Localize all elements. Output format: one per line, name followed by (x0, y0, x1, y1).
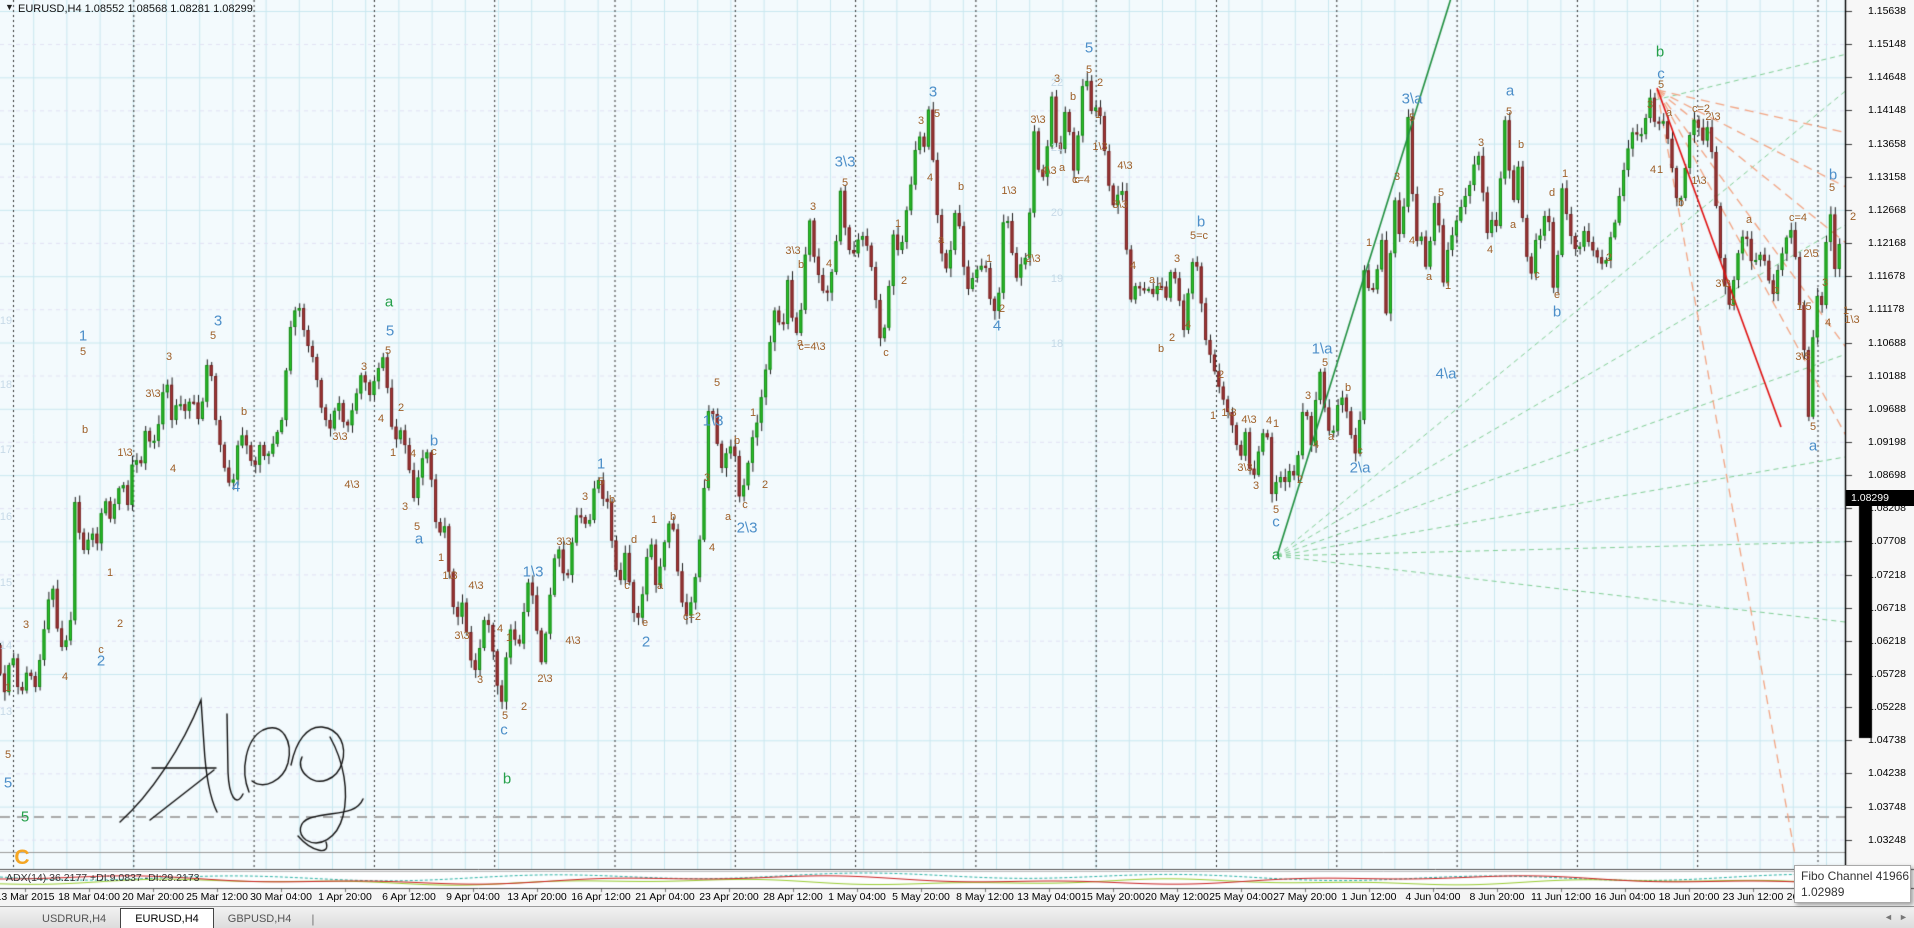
time-axis-label: 9 Apr 04:00 (446, 891, 500, 903)
price-axis-label: 1.08698 (1868, 469, 1906, 482)
time-axis-label: 30 Mar 04:00 (250, 891, 312, 903)
price-axis-label: 1.12668 (1868, 203, 1906, 216)
time-axis-label: 20 Mar 20:00 (122, 891, 184, 903)
price-axis-label: 1.04738 (1868, 734, 1906, 747)
price-axis-label: 1.03248 (1868, 833, 1906, 846)
price-axis-label: 1.07218 (1868, 568, 1906, 581)
price-axis-label: 1.12168 (1868, 237, 1906, 250)
price-axis-label: 1.15148 (1868, 38, 1906, 51)
price-axis-label: 1.10188 (1868, 369, 1906, 382)
price-axis-label: 1.07708 (1868, 535, 1906, 548)
price-axis-label: 1.15638 (1868, 5, 1906, 17)
time-axis-label: 25 Mar 12:00 (186, 891, 248, 903)
time-axis-label: 18 Jun 20:00 (1658, 891, 1720, 903)
price-axis-label: 1.09198 (1868, 435, 1906, 448)
time-axis-label: 21 Apr 04:00 (635, 891, 695, 903)
price-axis-label: 1.11178 (1868, 303, 1905, 316)
tab-usdrur-h4[interactable]: USDRUR,H4 (42, 913, 107, 925)
tooltip-object-name: Fibo Channel 41966 (1801, 869, 1910, 883)
time-axis-label: 8 Jun 20:00 (1469, 891, 1525, 903)
time-axis-label: 15 May 20:00 (1081, 891, 1145, 903)
time-axis-label: 5 May 20:00 (892, 891, 950, 903)
current-price-marker: 1.08299 (1846, 490, 1914, 506)
time-axis-label: 1 May 04:00 (828, 891, 886, 903)
tab-separator: | (311, 912, 315, 926)
time-axis-label: 11 Jun 12:00 (1531, 891, 1591, 903)
time-axis-label: 28 Apr 12:00 (763, 891, 823, 903)
time-axis-label: 13 Apr 20:00 (507, 891, 567, 903)
time-axis-label: 25 May 04:00 (1209, 891, 1273, 903)
time-axis-label: 18 Mar 04:00 (58, 891, 120, 903)
chart-title-ohlc: EURUSD,H4 1.08552 1.08568 1.08281 1.0829… (18, 3, 253, 15)
time-axis-label: 8 May 12:00 (956, 891, 1014, 903)
price-axis-label: 1.03748 (1868, 800, 1906, 813)
price-axis-label: 1.05228 (1868, 701, 1906, 714)
price-axis-label: 1.13158 (1868, 170, 1906, 183)
price-axis-label: 1.10688 (1868, 336, 1906, 349)
time-axis-label: 6 Apr 12:00 (382, 891, 436, 903)
fibo-channel-tooltip: Fibo Channel 41966 1.02989 (1794, 865, 1911, 903)
time-axis-label: 13 May 04:00 (1017, 891, 1081, 903)
price-axis-label: 1.14148 (1868, 104, 1906, 117)
tab-gbpusd-h4[interactable]: GBPUSD,H4 (227, 913, 292, 925)
time-axis-label: 1 Jun 12:00 (1341, 891, 1397, 903)
price-axis-label: 1.06218 (1868, 634, 1906, 647)
time-axis-label: 23 Jun 12:00 (1722, 891, 1784, 903)
price-axis-label: 1.05728 (1868, 668, 1906, 680)
time-axis-label: 23 Apr 20:00 (699, 891, 759, 903)
price-axis-label: 1.13658 (1868, 137, 1906, 150)
price-axis-label: 1.09688 (1868, 402, 1906, 415)
chart-dropdown-icon[interactable]: ▼ (5, 2, 14, 12)
price-axis-label: 1.04238 (1868, 767, 1906, 780)
time-axis-label: 16 Jun 04:00 (1594, 891, 1656, 903)
price-axis-label: 1.11678 (1868, 270, 1906, 283)
tab-eurusd-h4[interactable]: EURUSD,H4 (120, 908, 214, 928)
time-axis-label: 4 Jun 04:00 (1405, 891, 1461, 903)
time-axis-label: 16 Apr 12:00 (571, 891, 631, 903)
chart-tab-bar: USDRUR,H4 EURUSD,H4 GBPUSD,H4 | (0, 906, 1914, 928)
indicator-label: ADX(14) 36.2177 +DI:9.0837 -DI:29.2173 (6, 872, 200, 884)
tooltip-object-value: 1.02989 (1801, 885, 1845, 899)
time-axis-label: 27 May 20:00 (1273, 891, 1337, 903)
time-axis-label: 1 Apr 20:00 (318, 891, 372, 903)
price-axis-label: 1.06718 (1868, 601, 1906, 614)
scroll-right-icon[interactable]: ► (1899, 912, 1908, 922)
price-axis-label: 1.14648 (1868, 71, 1906, 84)
scroll-left-icon[interactable]: ◄ (1884, 912, 1893, 922)
time-axis-label: 13 Mar 2015 (0, 891, 55, 903)
time-axis-label: 20 May 12:00 (1145, 891, 1209, 903)
